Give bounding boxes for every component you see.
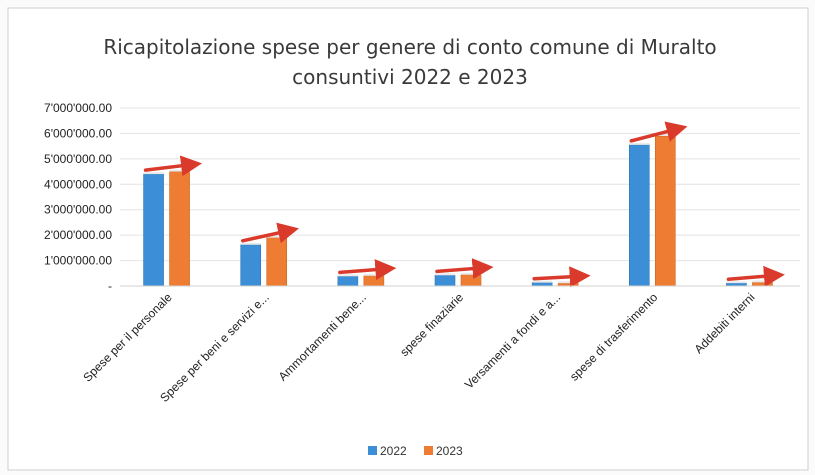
legend-label-2023: 2023	[436, 444, 463, 458]
bar-2022	[628, 144, 650, 287]
trend-arrow	[338, 259, 397, 281]
bar-2023	[752, 282, 773, 287]
bar-2023	[460, 274, 482, 287]
bar-2022	[143, 173, 164, 287]
y-tick-label: 6'000'000.00	[44, 126, 112, 140]
trend-arrow	[143, 155, 202, 177]
bar-top-face	[240, 242, 261, 245]
legend: 2022 2023	[368, 444, 463, 458]
trend-arrow	[629, 121, 688, 143]
legend-label-2022: 2022	[380, 444, 407, 458]
bar-top-face	[169, 169, 190, 172]
y-tick-label: 3'000'000.00	[44, 203, 112, 217]
bar-2022	[337, 276, 359, 287]
bar-2023	[266, 237, 288, 287]
y-tick-label: 1'000'000.00	[44, 254, 112, 268]
bar-top-face	[558, 281, 579, 284]
bar-top-face	[461, 272, 481, 275]
bar-top-face	[337, 274, 358, 277]
bar-top-face	[532, 280, 553, 283]
bar-2023	[654, 135, 676, 287]
y-tick-label: 2'000'000.00	[44, 228, 112, 242]
chart-title: Ricapitolazione spese per genere di cont…	[103, 35, 716, 59]
trend-arrow	[726, 265, 785, 287]
bar-2023	[363, 275, 385, 287]
bar-2022	[434, 275, 456, 287]
y-tick-label: 4'000'000.00	[44, 177, 112, 191]
bar-top-face	[435, 273, 455, 276]
trend-arrow	[532, 266, 591, 288]
bar-top-face	[363, 273, 384, 276]
y-tick-label: 5'000'000.00	[44, 152, 112, 166]
bar-top-face	[629, 142, 650, 145]
bar-top-face	[143, 172, 164, 175]
legend-swatch-2022	[368, 446, 377, 455]
y-tick-label: 7'000'000.00	[44, 101, 112, 115]
bar-2023	[169, 171, 190, 287]
bar-top-face	[726, 281, 747, 284]
trend-arrow	[435, 258, 494, 280]
legend-swatch-2023	[424, 446, 433, 455]
trend-arrows	[143, 121, 785, 288]
chart-subtitle: consuntivi 2022 e 2023	[292, 65, 528, 89]
y-tick-label: -	[108, 279, 112, 293]
bar-2022	[240, 244, 262, 287]
bars	[143, 133, 773, 287]
y-axis: - 1'000'000.00 2'000'000.00 3'000'000.00 4'0…	[44, 101, 112, 293]
trend-arrow	[240, 222, 299, 244]
bar-top-face	[752, 280, 773, 283]
